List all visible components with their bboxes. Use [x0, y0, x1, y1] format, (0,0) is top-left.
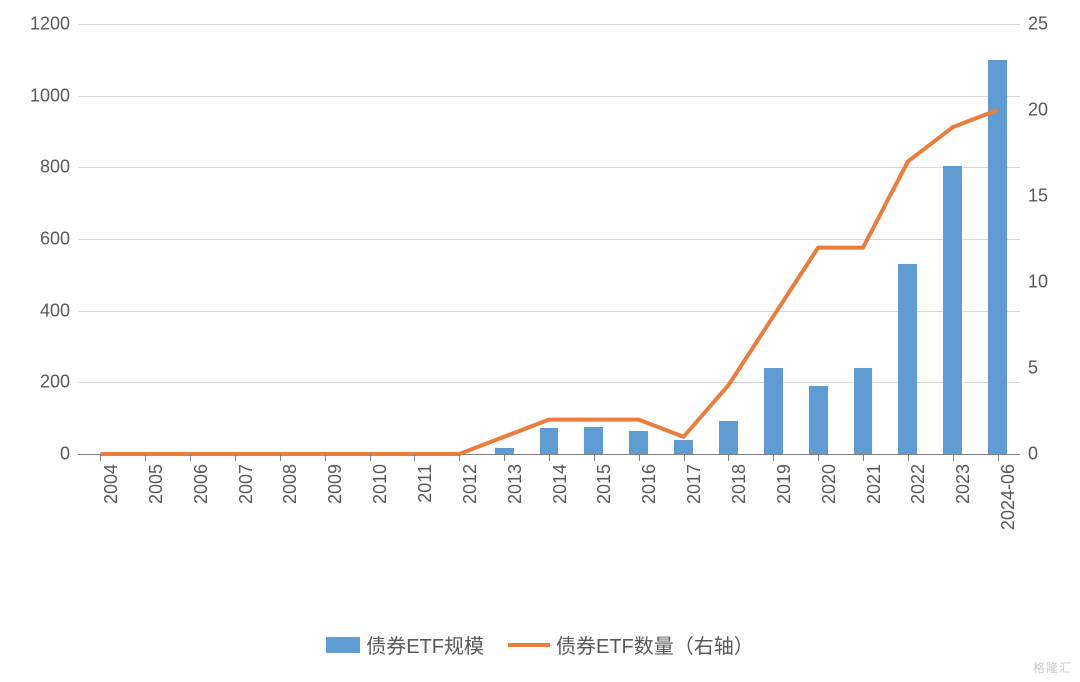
x-tick-label: 2017	[684, 464, 705, 504]
x-tick-mark	[370, 454, 371, 461]
x-tick-mark	[773, 454, 774, 461]
x-tick: 2019	[773, 454, 774, 461]
x-tick: 2023	[953, 454, 954, 461]
x-tick: 2004	[100, 454, 101, 461]
x-tick: 2011	[414, 454, 415, 461]
x-tick-mark	[908, 454, 909, 461]
x-tick-label: 2009	[325, 464, 346, 504]
y-axis-left: 020040060080010001200	[0, 24, 78, 454]
x-tick-label: 2007	[236, 464, 257, 504]
x-tick-label: 2020	[819, 464, 840, 504]
y-right-tick-label: 0	[1028, 444, 1038, 465]
x-tick: 2015	[594, 454, 595, 461]
legend-label-line: 债券ETF数量（右轴）	[556, 630, 754, 659]
x-tick: 2010	[370, 454, 371, 461]
y-right-tick-label: 10	[1028, 272, 1048, 293]
x-tick-label: 2013	[505, 464, 526, 504]
legend: 债券ETF规模 债券ETF数量（右轴）	[0, 630, 1080, 659]
legend-swatch-bar-icon	[326, 637, 360, 653]
y-right-tick-label: 20	[1028, 100, 1048, 121]
x-tick-mark	[684, 454, 685, 461]
x-tick-mark	[280, 454, 281, 461]
x-tick-mark	[459, 454, 460, 461]
x-tick: 2012	[459, 454, 460, 461]
x-tick-label: 2024-06	[998, 464, 1019, 530]
x-tick-mark	[190, 454, 191, 461]
y-left-tick-label: 800	[40, 157, 70, 178]
x-tick-label: 2019	[774, 464, 795, 504]
x-tick: 2021	[863, 454, 864, 461]
y-left-tick-label: 600	[40, 229, 70, 250]
x-tick-mark	[549, 454, 550, 461]
x-tick: 2014	[549, 454, 550, 461]
y-left-tick-label: 200	[40, 372, 70, 393]
x-tick: 2016	[639, 454, 640, 461]
x-tick-mark	[145, 454, 146, 461]
y-left-tick-label: 400	[40, 300, 70, 321]
y-right-tick-label: 5	[1028, 358, 1038, 379]
line-series	[78, 24, 1020, 454]
x-tick-label: 2023	[953, 464, 974, 504]
x-tick-label: 2015	[594, 464, 615, 504]
x-tick-label: 2005	[146, 464, 167, 504]
x-tick: 2018	[728, 454, 729, 461]
x-tick: 2009	[325, 454, 326, 461]
x-tick-mark	[235, 454, 236, 461]
x-tick-mark	[818, 454, 819, 461]
x-tick-mark	[953, 454, 954, 461]
x-tick: 2013	[504, 454, 505, 461]
x-tick: 2022	[908, 454, 909, 461]
x-tick-label: 2010	[370, 464, 391, 504]
y-right-tick-label: 25	[1028, 14, 1048, 35]
x-tick-mark	[728, 454, 729, 461]
x-tick-mark	[863, 454, 864, 461]
x-tick-mark	[998, 454, 999, 461]
legend-item-line: 债券ETF数量（右轴）	[508, 630, 754, 659]
x-tick-label: 2011	[415, 464, 436, 503]
x-tick: 2017	[684, 454, 685, 461]
legend-swatch-line-icon	[508, 643, 550, 647]
x-tick-label: 2008	[280, 464, 301, 504]
x-tick-mark	[414, 454, 415, 461]
x-tick-mark	[325, 454, 326, 461]
x-tick: 2005	[145, 454, 146, 461]
x-tick-mark	[594, 454, 595, 461]
y-left-tick-label: 1200	[30, 14, 70, 35]
bond-etf-chart: 0 200 400 600 800 1000 1200 0 5 10 15 20 25 2004 200…	[0, 0, 1080, 682]
x-tick-mark	[100, 454, 101, 461]
x-tick: 2007	[235, 454, 236, 461]
x-tick-label: 2022	[908, 464, 929, 504]
x-tick-label: 2014	[550, 464, 571, 504]
watermark: 格隆汇	[1033, 659, 1072, 676]
legend-item-bars: 债券ETF规模	[326, 630, 484, 659]
x-tick-label: 2004	[101, 464, 122, 504]
legend-label-bars: 债券ETF规模	[366, 630, 484, 659]
x-tick-label: 2006	[191, 464, 212, 504]
y-left-tick-label: 1000	[30, 85, 70, 106]
y-right-tick-label: 15	[1028, 186, 1048, 207]
y-axis-right: 0510152025	[1020, 24, 1080, 454]
x-tick-label: 2012	[460, 464, 481, 504]
x-tick: 2024-06	[998, 454, 999, 461]
x-tick-label: 2021	[864, 464, 885, 504]
x-tick-label: 2018	[729, 464, 750, 504]
x-tick-mark	[504, 454, 505, 461]
x-tick-label: 2016	[639, 464, 660, 504]
x-tick: 2008	[280, 454, 281, 461]
x-tick-mark	[639, 454, 640, 461]
line-path	[100, 110, 997, 454]
x-tick: 2020	[818, 454, 819, 461]
y-left-tick-label: 0	[60, 444, 70, 465]
x-tick: 2006	[190, 454, 191, 461]
plot-area: 020040060080010001200 0510152025 2004200…	[78, 24, 1020, 454]
